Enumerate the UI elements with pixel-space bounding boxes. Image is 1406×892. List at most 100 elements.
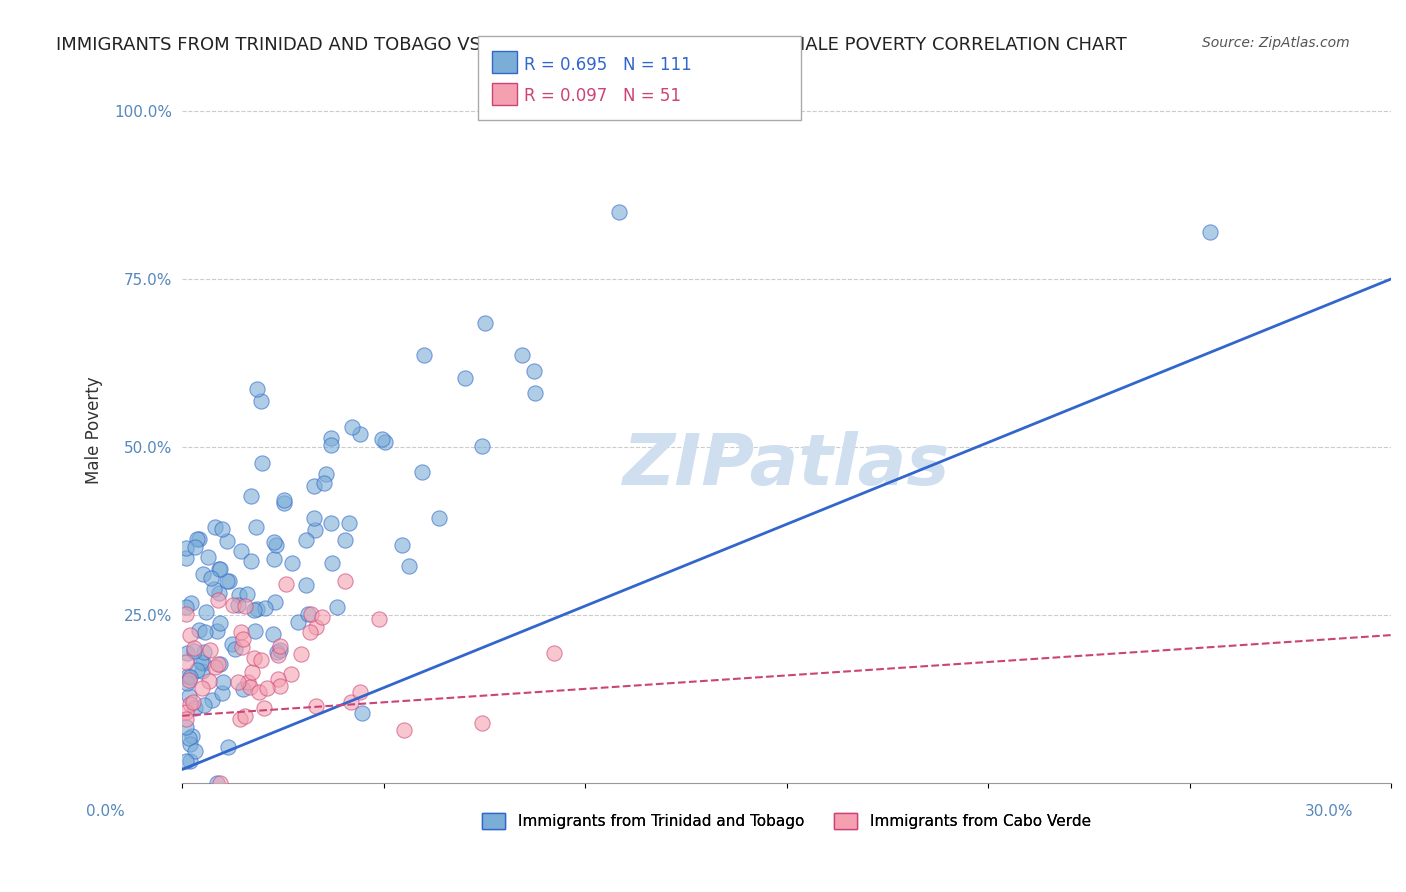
Point bbox=[471, 716, 494, 731]
Point bbox=[211, 685, 233, 699]
Point bbox=[543, 646, 565, 660]
Point bbox=[208, 562, 231, 576]
Point bbox=[215, 534, 238, 549]
Point bbox=[186, 532, 208, 546]
Point bbox=[246, 602, 269, 616]
Point bbox=[297, 607, 319, 621]
Point bbox=[190, 655, 212, 669]
Point bbox=[263, 551, 285, 566]
Point bbox=[474, 316, 496, 330]
Point bbox=[321, 556, 343, 570]
Point bbox=[193, 645, 215, 659]
Point bbox=[174, 712, 197, 726]
Point bbox=[254, 601, 277, 615]
Point bbox=[176, 655, 198, 669]
Point bbox=[295, 577, 318, 591]
Point bbox=[236, 675, 259, 690]
Point bbox=[607, 204, 630, 219]
Point bbox=[183, 644, 205, 658]
Point bbox=[280, 556, 302, 570]
Point bbox=[233, 708, 256, 723]
Point bbox=[232, 682, 254, 697]
Point bbox=[232, 632, 254, 647]
Point bbox=[174, 705, 197, 719]
Point bbox=[266, 538, 288, 552]
Point bbox=[454, 371, 477, 385]
Point bbox=[207, 593, 229, 607]
Point bbox=[221, 598, 243, 612]
Point bbox=[335, 533, 357, 548]
Point bbox=[179, 697, 201, 711]
Point bbox=[280, 666, 302, 681]
Point bbox=[374, 434, 396, 449]
Point bbox=[349, 685, 371, 699]
Point bbox=[276, 576, 298, 591]
Point bbox=[200, 571, 222, 585]
Text: 0.0%: 0.0% bbox=[86, 805, 125, 819]
Point bbox=[319, 516, 342, 531]
Point bbox=[427, 511, 450, 525]
Point bbox=[209, 776, 232, 790]
Text: R = 0.695   N = 111: R = 0.695 N = 111 bbox=[524, 56, 692, 74]
Point bbox=[208, 561, 231, 575]
Y-axis label: Male Poverty: Male Poverty bbox=[86, 376, 103, 484]
Point bbox=[205, 776, 228, 790]
Point bbox=[326, 599, 349, 614]
Point bbox=[179, 673, 201, 688]
Point bbox=[240, 489, 263, 503]
Point bbox=[253, 700, 276, 714]
Point bbox=[211, 522, 233, 536]
Point bbox=[193, 624, 215, 639]
Point bbox=[340, 695, 363, 709]
Point bbox=[263, 535, 285, 549]
Point bbox=[228, 598, 250, 612]
Point bbox=[190, 681, 212, 695]
Point bbox=[183, 640, 205, 655]
Point bbox=[333, 574, 356, 589]
Point bbox=[180, 596, 202, 610]
Point bbox=[240, 665, 263, 680]
Point bbox=[186, 663, 208, 677]
Point bbox=[177, 731, 200, 745]
Point bbox=[198, 674, 221, 689]
Point bbox=[174, 541, 197, 555]
Point bbox=[269, 639, 291, 653]
Point bbox=[176, 646, 198, 660]
Point bbox=[201, 693, 224, 707]
Point bbox=[302, 479, 325, 493]
Point bbox=[299, 625, 322, 640]
Point bbox=[177, 689, 200, 703]
Point bbox=[207, 657, 229, 672]
Point bbox=[221, 637, 243, 651]
Text: 30.0%: 30.0% bbox=[1305, 805, 1353, 819]
Point bbox=[181, 695, 204, 709]
Point bbox=[181, 730, 204, 744]
Point bbox=[239, 554, 262, 568]
Point bbox=[174, 600, 197, 615]
Point bbox=[191, 664, 214, 678]
Text: ZIPatlas: ZIPatlas bbox=[623, 431, 950, 500]
Point bbox=[229, 712, 252, 726]
Point bbox=[368, 612, 391, 626]
Point bbox=[195, 605, 218, 619]
Point bbox=[231, 640, 253, 654]
Point bbox=[413, 348, 436, 362]
Point bbox=[183, 540, 205, 554]
Point bbox=[176, 676, 198, 690]
Point bbox=[302, 511, 325, 525]
Point bbox=[267, 648, 290, 662]
Point bbox=[211, 674, 233, 689]
Point bbox=[202, 582, 225, 597]
Point bbox=[299, 607, 322, 622]
Point bbox=[398, 558, 420, 573]
Point bbox=[208, 586, 231, 600]
Point bbox=[239, 681, 262, 695]
Point bbox=[290, 647, 312, 661]
Point bbox=[263, 595, 285, 609]
Point bbox=[193, 698, 215, 713]
Point bbox=[304, 523, 326, 537]
Point bbox=[233, 599, 256, 613]
Point bbox=[250, 393, 273, 408]
Point bbox=[294, 533, 316, 547]
Point bbox=[177, 669, 200, 683]
